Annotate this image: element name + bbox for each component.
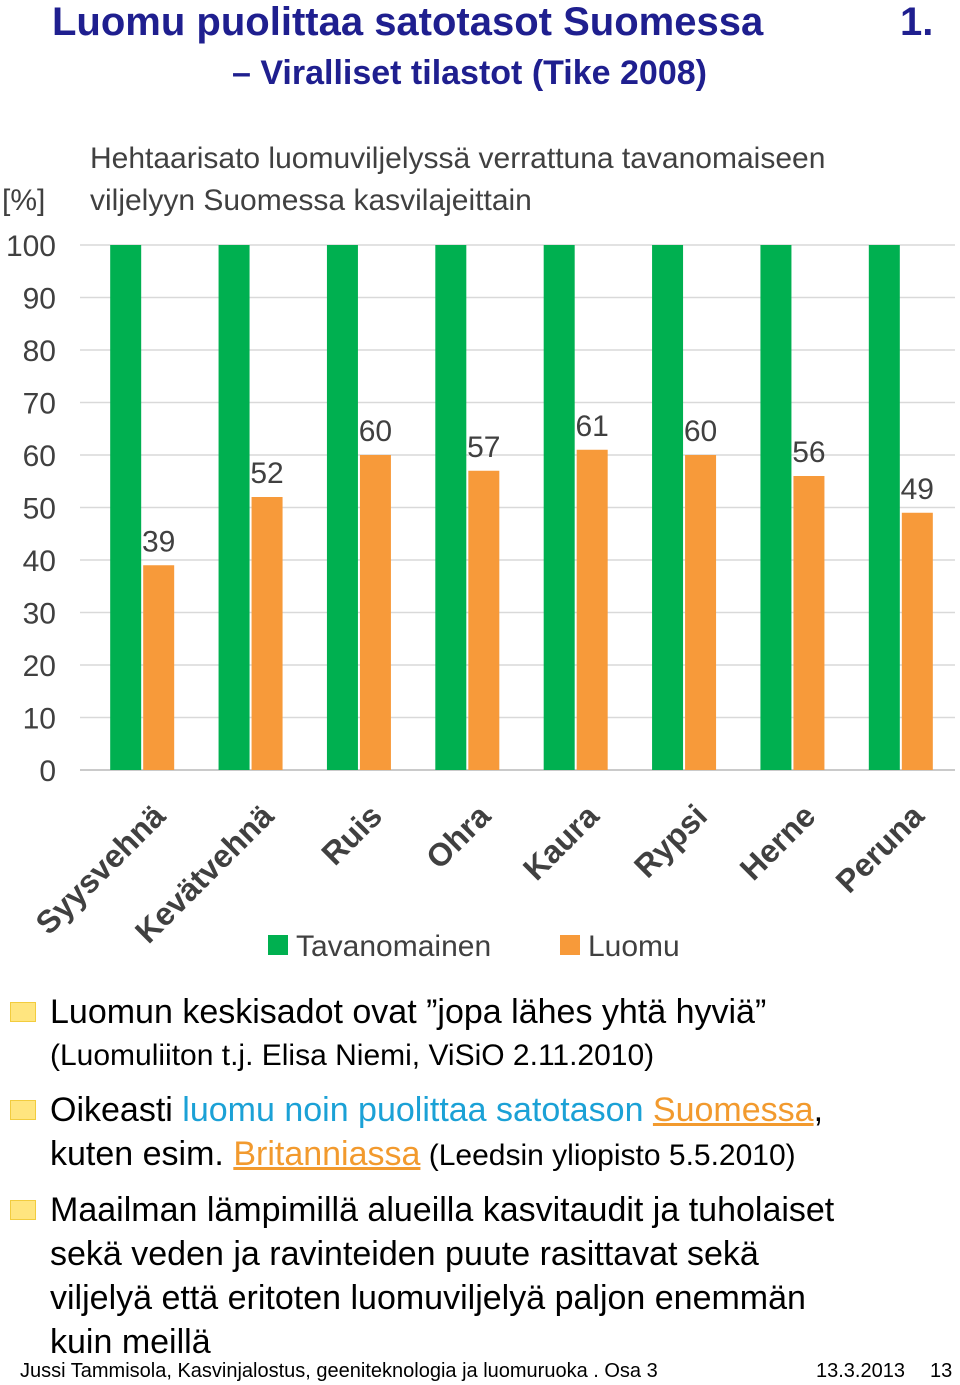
bullet-2-text-2: kuten esim.	[50, 1135, 234, 1173]
bullet-2-comma: ,	[813, 1091, 824, 1129]
chart-title-line2: viljelyyn Suomessa kasvilajeittain	[90, 184, 532, 217]
bar-tavanomainen	[110, 245, 142, 770]
bars	[110, 245, 933, 770]
bullet-1-text: Luomun keskisadot ovat ”jopa lähes yhtä …	[50, 993, 767, 1031]
bullet-3-line2: sekä veden ja ravinteiden puute rasittav…	[50, 1235, 759, 1273]
bullet-2-line2: kuten esim. Britanniassa (Leedsin yliopi…	[50, 1132, 955, 1178]
y-tick-label: 20	[23, 650, 56, 683]
bullet-2-text: Oikeasti	[50, 1091, 183, 1129]
bullet-2-highlight: luomu noin puolittaa satotason	[182, 1091, 653, 1129]
link-suomessa[interactable]: Suomessa	[652, 1091, 814, 1129]
bar-luomu	[576, 449, 608, 770]
x-tick-label: Ruis	[314, 797, 388, 871]
bar-tavanomainen	[218, 245, 250, 770]
data-labels: 39 52 60 57 61 60 56 49	[142, 410, 934, 559]
y-tick-label: 90	[23, 283, 56, 316]
slide-title: Luomu puolittaa satotasot Suomessa 1.	[52, 0, 952, 45]
bar-tavanomainen	[543, 245, 575, 770]
data-label: 60	[359, 415, 392, 448]
slide-title-number: 1.	[900, 0, 934, 44]
footer-date: 13.3.2013	[816, 1360, 905, 1382]
x-tick-label: Rypsi	[627, 797, 714, 884]
bar-luomu	[251, 497, 283, 770]
y-tick-label: 30	[23, 598, 56, 631]
y-tick-label: 0	[39, 755, 56, 788]
bar-tavanomainen	[326, 245, 358, 770]
y-tick-label: 80	[23, 335, 56, 368]
legend: Tavanomainen Luomu	[268, 930, 680, 963]
data-label: 49	[901, 473, 934, 506]
bar-tavanomainen	[760, 245, 792, 770]
y-tick-label: 70	[23, 388, 56, 421]
chart-title-line1: Hehtaarisato luomuviljelyssä verrattuna …	[90, 142, 825, 175]
slide-subtitle: – Viralliset tilastot (Tike 2008)	[232, 54, 707, 92]
y-axis-label: [%]	[2, 184, 45, 217]
legend-label: Luomu	[588, 930, 680, 963]
bar-luomu	[143, 565, 175, 770]
link-britanniassa[interactable]: Britanniassa	[233, 1135, 421, 1173]
bar-luomu	[468, 470, 500, 770]
slide-title-text: Luomu puolittaa satotasot Suomessa	[52, 0, 764, 44]
y-tick-label: 60	[23, 440, 56, 473]
bullet-2-source: (Leedsin yliopisto 5.5.2010)	[420, 1139, 796, 1172]
legend-swatch	[560, 935, 580, 955]
bar-luomu	[685, 455, 717, 770]
x-tick-label: Ohra	[419, 797, 497, 875]
bullet-3-line3: viljelyä että eritoten luomuviljelyä pal…	[50, 1279, 806, 1317]
bar-tavanomainen	[435, 245, 467, 770]
legend-swatch	[268, 935, 288, 955]
bar-luomu	[359, 455, 391, 770]
bullet-marker	[10, 1200, 36, 1220]
bullet-marker	[10, 1100, 36, 1120]
y-axis-ticks: 0 10 20 30 40 50 60 70 80 90 100	[6, 230, 56, 788]
x-tick-label: Peruna	[829, 797, 931, 899]
bullet-2-line1: Oikeasti luomu noin puolittaa satotason …	[50, 1088, 955, 1132]
x-tick-label: Kaura	[516, 797, 606, 887]
bullet-marker	[10, 1002, 36, 1022]
data-label: 39	[142, 525, 175, 558]
data-label: 61	[576, 410, 609, 443]
bar-tavanomainen	[868, 245, 900, 770]
x-tick-label: Herne	[733, 797, 823, 887]
y-tick-label: 10	[23, 703, 56, 736]
footer-page-number: 13	[930, 1360, 953, 1382]
bar-luomu	[901, 512, 933, 770]
bar-chart: Hehtaarisato luomuviljelyssä verrattuna …	[2, 142, 955, 963]
bullet-3-line4: kuin meillä	[50, 1323, 211, 1361]
y-tick-label: 100	[6, 230, 56, 263]
data-label: 57	[467, 431, 500, 464]
legend-label: Tavanomainen	[296, 930, 491, 963]
footer-author: Jussi Tammisola, Kasvinjalostus, geenite…	[20, 1360, 658, 1382]
data-label: 56	[792, 436, 825, 469]
bullet-1-source: (Luomuliiton t.j. Elisa Niemi, ViSiO 2.1…	[50, 1039, 655, 1072]
bullet-3-line1: Maailman lämpimillä alueilla kasvitaudit…	[50, 1191, 835, 1229]
y-tick-label: 50	[23, 493, 56, 526]
y-tick-label: 40	[23, 545, 56, 578]
data-label: 52	[250, 457, 283, 490]
bar-tavanomainen	[652, 245, 684, 770]
data-label: 60	[684, 415, 717, 448]
slide-footer: Jussi Tammisola, Kasvinjalostus, geenite…	[0, 1360, 960, 1385]
bar-luomu	[793, 476, 825, 770]
